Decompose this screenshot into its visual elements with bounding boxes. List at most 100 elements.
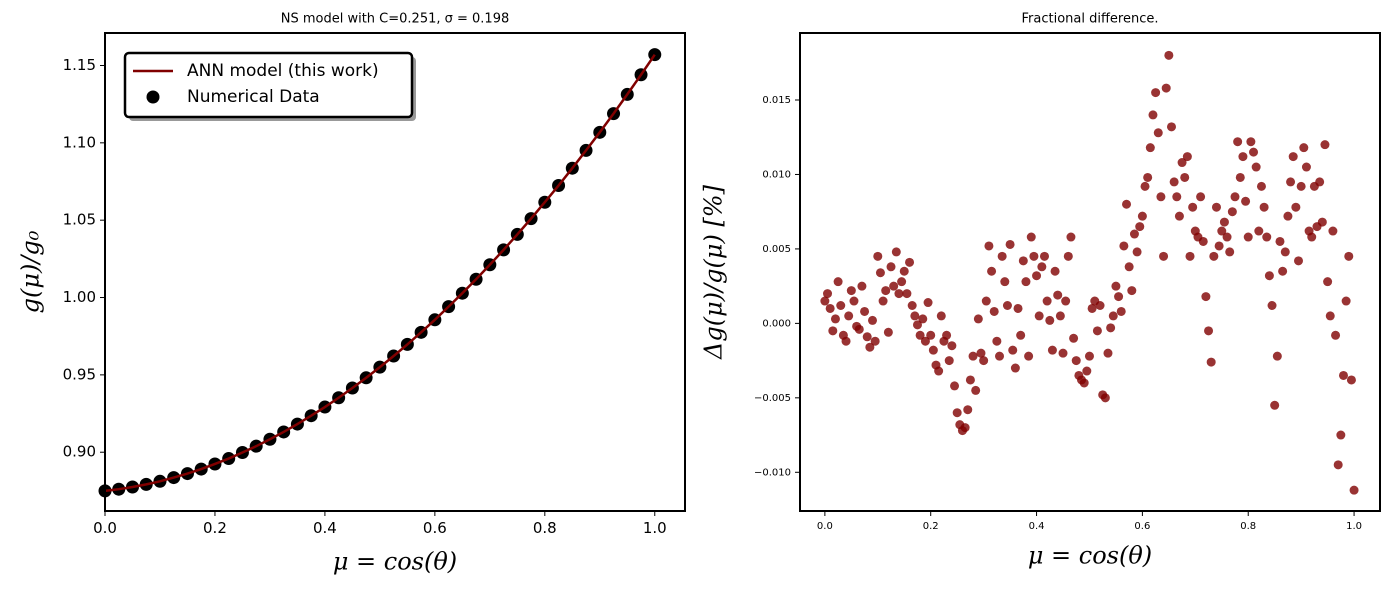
data-point: [1323, 277, 1333, 287]
data-point: [846, 286, 856, 296]
y-tick-label: 0.005: [762, 244, 791, 255]
legend: [123, 51, 414, 119]
x-tick-label: 0.2: [923, 521, 939, 532]
data-point: [1264, 271, 1274, 281]
data-point: [1346, 375, 1356, 385]
data-point: [1137, 211, 1147, 221]
data-point: [910, 311, 920, 321]
data-point: [1042, 296, 1052, 306]
data-point: [934, 366, 944, 376]
chart-title: NS model with C=0.251, σ = 0.198: [281, 12, 510, 27]
data-point: [1029, 251, 1039, 261]
data-point: [1058, 348, 1068, 358]
data-point: [1169, 177, 1179, 187]
data-point: [1039, 251, 1049, 261]
data-point: [1016, 330, 1026, 340]
data-point: [841, 336, 851, 346]
data-point: [1256, 181, 1266, 191]
data-point: [923, 298, 933, 308]
data-point: [1148, 110, 1158, 120]
data-point: [1119, 241, 1129, 251]
x-tick-label: 1.0: [1346, 521, 1362, 532]
data-point: [1211, 202, 1221, 212]
data-point: [952, 408, 962, 418]
data-point: [1270, 400, 1280, 410]
data-point: [1188, 202, 1198, 212]
data-point: [1066, 232, 1076, 242]
data-point: [1283, 211, 1293, 221]
x-tick-label: 0.6: [1134, 521, 1150, 532]
data-point: [1328, 226, 1338, 236]
data-point: [1071, 356, 1081, 366]
data-point: [860, 306, 870, 316]
y-tick-label: 1.15: [63, 56, 96, 74]
data-point: [960, 423, 970, 433]
x-tick-label: 0.0: [93, 519, 117, 537]
data-point: [1204, 326, 1214, 336]
data-point: [836, 301, 846, 311]
data-point: [1132, 247, 1142, 257]
data-point: [828, 326, 838, 336]
data-point: [1129, 229, 1139, 239]
data-point: [1082, 366, 1092, 376]
data-point: [1079, 378, 1089, 388]
data-point: [928, 345, 938, 355]
data-point: [1047, 345, 1057, 355]
y-axis-label: g(μ)/g₀: [17, 230, 45, 313]
data-point: [1045, 315, 1055, 325]
data-point: [889, 281, 899, 291]
data-point: [936, 311, 946, 321]
data-point: [870, 336, 880, 346]
data-point: [849, 296, 859, 306]
x-tick-label: 0.0: [817, 521, 833, 532]
data-point: [918, 314, 928, 324]
data-point: [881, 286, 891, 296]
data-point: [968, 351, 978, 361]
data-point: [1103, 348, 1113, 358]
y-tick-label: 0.95: [63, 365, 96, 383]
data-point: [1010, 363, 1020, 373]
data-point: [1050, 266, 1060, 276]
data-point: [950, 381, 960, 391]
data-point: [1333, 460, 1343, 470]
data-point: [1108, 311, 1118, 321]
data-point: [1235, 172, 1245, 182]
data-point: [830, 314, 840, 324]
axes-frame: [104, 32, 686, 512]
data-point: [891, 247, 901, 257]
x-tick-label: 0.4: [1029, 521, 1045, 532]
data-point: [1124, 262, 1134, 272]
legend-label: ANN model (this work): [187, 61, 379, 81]
data-point: [997, 251, 1007, 261]
y-tick-label: −0.005: [754, 393, 791, 404]
data-point: [862, 332, 872, 342]
data-point: [1275, 236, 1285, 246]
data-point: [1114, 292, 1124, 302]
data-point: [1315, 177, 1325, 187]
data-point: [883, 327, 893, 337]
data-point: [971, 385, 981, 395]
data-point: [899, 266, 909, 276]
data-point: [1233, 137, 1243, 147]
data-point: [1145, 143, 1155, 153]
data-point: [1008, 345, 1018, 355]
data-point: [1259, 202, 1269, 212]
data-point: [1092, 326, 1102, 336]
data-point: [984, 241, 994, 251]
data-point: [1317, 217, 1327, 227]
data-point: [1291, 202, 1301, 212]
data-point: [1296, 181, 1306, 191]
data-point: [1241, 196, 1251, 206]
data-point: [1299, 143, 1309, 153]
data-point: [1243, 232, 1253, 242]
data-point: [1301, 162, 1311, 172]
data-point: [1278, 266, 1288, 276]
data-point: [965, 375, 975, 385]
data-point: [1267, 301, 1277, 311]
data-point: [825, 303, 835, 313]
data-point: [854, 324, 864, 334]
data-point: [844, 311, 854, 321]
data-point: [1214, 241, 1224, 251]
data-point: [973, 314, 983, 324]
